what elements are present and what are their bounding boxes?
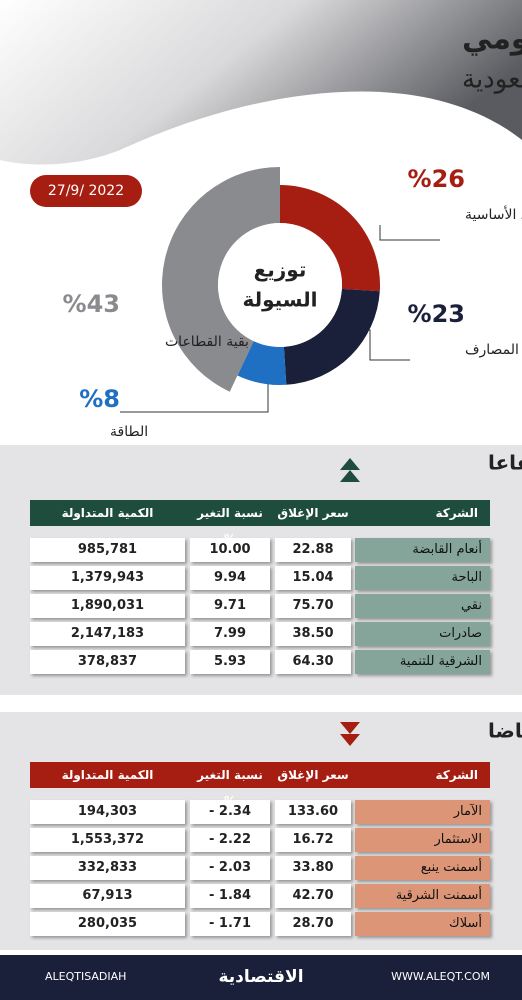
table-cell: 2,147,183 [30,622,185,646]
table-cell: 42.70 [275,884,351,908]
table-cell: 1,379,943 [30,566,185,590]
footer-handle: ALEQTISADIAH [45,970,126,983]
column-header: نسبة التغير % [197,768,263,808]
table-cell: 9.71 [190,594,270,618]
footer-url: WWW.ALEQT.COM [391,970,490,983]
header-band [0,0,522,165]
pie-value-label: %23 [408,300,465,328]
pie-center-label: توزيع [254,258,307,282]
leader [379,225,440,241]
table-cell: 67,913 [30,884,185,908]
table-cell: - 2.34 [190,800,270,824]
company-cell: صادرات [355,622,490,646]
column-header: الكمية المتداولة [61,506,154,520]
up-arrows [340,458,360,482]
table-cell: 64.30 [275,650,351,674]
column-header: سعر الإغلاق [277,768,349,782]
table-cell: 16.72 [275,828,351,852]
company-cell: الباحة [355,566,490,590]
table-cell: 7.99 [190,622,270,646]
column-header: سعر الإغلاق [277,506,349,520]
table-cell: - 1.71 [190,912,270,936]
pie-value-label: %8 [79,385,120,413]
table-cell: 1,890,031 [30,594,185,618]
table-cell: 38.50 [275,622,351,646]
pie-hole [218,223,342,347]
column-header: الشركة [435,506,478,520]
table-cell: - 1.84 [190,884,270,908]
table-cell: 985,781 [30,538,185,562]
company-cell: أسمنت الشرقية [355,884,490,908]
table-cell: 332,833 [30,856,185,880]
title: الأداء اليومي [462,20,522,57]
table-cell: - 2.22 [190,828,270,852]
table-cell: 9.94 [190,566,270,590]
table-cell: 194,303 [30,800,185,824]
column-header: الشركة [435,768,478,782]
table-cell: 5.93 [190,650,270,674]
table-cell: 75.70 [275,594,351,618]
date: 27/9/ 2022 [48,183,124,199]
footer-band [0,955,522,1000]
pie-slice [161,167,280,392]
section-title: الأكثر ارتفاعا [488,450,522,475]
pie-slice [280,185,380,292]
company-cell: أسمنت ينبع [355,856,490,880]
company-cell: الاستثمار [355,828,490,852]
down-arrows [340,722,360,746]
column-header: نسبة التغير % [197,506,263,546]
pie-category-label: المواد الأساسية [465,205,522,223]
table-cell: 378,837 [30,650,185,674]
pie-category-label: بقية القطاعات [165,334,249,350]
pie-category-label: المصارف [465,342,519,358]
pie-category-label: الطاقة [110,424,148,440]
table-header-bg [30,762,490,788]
company-cell: نقي [355,594,490,618]
footer-brand: الاقتصادية [218,967,303,987]
subtitle: لسوق الأسهم السعودية [462,62,522,95]
table-cell: 28.70 [275,912,351,936]
pie-value-label: %43 [63,290,120,318]
pie-slice [283,288,380,385]
table-cell: 133.60 [275,800,351,824]
table-cell: 15.04 [275,566,351,590]
table-header-bg [30,500,490,526]
pie-center-label: السيولة [242,288,317,312]
table-cell: 22.88 [275,538,351,562]
company-cell: الشرقية للتنمية [355,650,490,674]
leader [120,375,269,413]
table-cell: 10.00 [190,538,270,562]
table-cell: 33.80 [275,856,351,880]
pie-slice [237,341,287,385]
section-title: الأكثر انخفاضا [488,718,522,743]
date-pill [30,175,142,207]
company-cell: الآمار [355,800,490,824]
company-cell: أنعام القابضة [355,538,490,562]
table-cell: 1,553,372 [30,828,185,852]
column-header: الكمية المتداولة [61,768,154,782]
table-cell: 280,035 [30,912,185,936]
table-cell: - 2.03 [190,856,270,880]
company-cell: أسلاك [355,912,490,936]
leader [360,329,410,361]
pie-value-label: %26 [408,165,465,193]
